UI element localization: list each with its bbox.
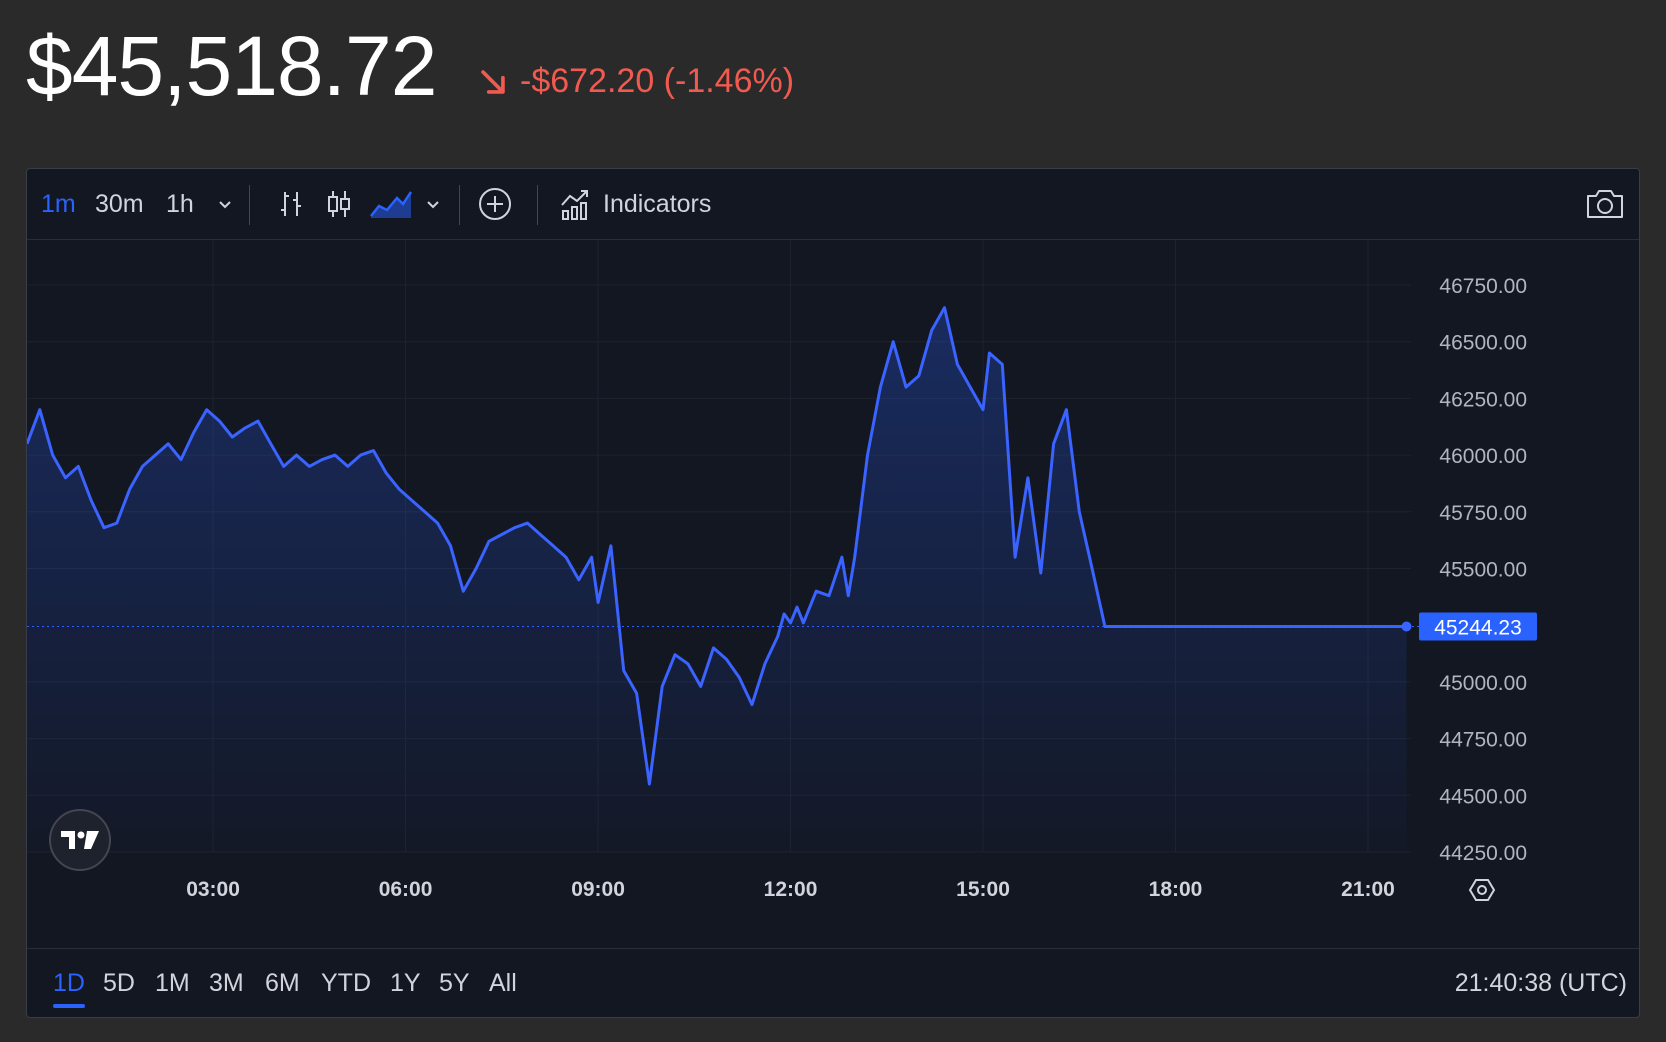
y-tick-label: 46750.00 — [1439, 275, 1527, 298]
price-change-text: -$672.20 (-1.46%) — [520, 62, 795, 100]
toolbar-divider — [537, 185, 538, 225]
range-all[interactable]: All — [489, 969, 517, 997]
range-5y[interactable]: 5Y — [439, 969, 470, 997]
chart-toolbar: 1m 30m 1h Indicators — [27, 169, 1639, 240]
interval-dropdown[interactable] — [215, 169, 235, 239]
add-circle-icon — [479, 188, 511, 220]
y-tick-label: 44750.00 — [1439, 729, 1527, 752]
interval-30m[interactable]: 30m — [95, 189, 144, 218]
arrow-down-right-icon — [481, 69, 505, 94]
tradingview-logo[interactable] — [49, 809, 111, 871]
y-tick-label: 45750.00 — [1439, 502, 1527, 525]
y-tick-label: 46250.00 — [1439, 388, 1527, 411]
axis-settings-icon[interactable] — [1468, 879, 1496, 901]
chevron-down-icon — [219, 201, 231, 209]
chart-panel: 1m 30m 1h Indicators 46750.00 46500.0 — [26, 168, 1640, 1018]
range-1d[interactable]: 1D — [53, 949, 85, 1017]
candlestick-icon — [328, 191, 350, 217]
range-6m[interactable]: 6M — [265, 969, 300, 997]
y-tick-label: 44500.00 — [1439, 785, 1527, 808]
range-bar: 1D 5D 1M 3M 6M YTD 1Y 5Y All 21:40:38 (U… — [27, 948, 1639, 1017]
range-3m[interactable]: 3M — [209, 969, 244, 997]
screenshot-button[interactable] — [1585, 169, 1625, 239]
chevron-down-icon — [427, 201, 439, 209]
last-price-label-bg — [1419, 612, 1537, 641]
x-tick-label: 21:00 — [1341, 878, 1395, 901]
interval-1h[interactable]: 1h — [166, 189, 194, 218]
x-tick-label: 06:00 — [379, 878, 433, 901]
last-price-label: 45244.23 — [1434, 617, 1522, 640]
camera-icon — [1587, 190, 1623, 218]
y-tick-label: 46500.00 — [1439, 332, 1527, 355]
indicators-button[interactable]: Indicators — [559, 169, 711, 239]
utc-clock: 21:40:38 (UTC) — [1454, 969, 1627, 997]
toolbar-divider — [249, 185, 250, 225]
area-chart-button[interactable] — [369, 169, 413, 239]
range-5d[interactable]: 5D — [103, 969, 135, 997]
range-1m[interactable]: 1M — [155, 969, 190, 997]
range-ytd[interactable]: YTD — [321, 969, 371, 997]
y-tick-label: 45000.00 — [1439, 672, 1527, 695]
range-1y[interactable]: 1Y — [390, 969, 421, 997]
bar-chart-button[interactable] — [275, 169, 307, 239]
last-price-dot — [1401, 621, 1412, 632]
x-tick-label: 12:00 — [764, 878, 818, 901]
indicators-icon — [561, 190, 588, 220]
y-tick-label: 45500.00 — [1439, 559, 1527, 582]
tradingview-logo-icon — [61, 831, 99, 849]
price-value: $45,518.72 — [26, 19, 437, 113]
area-chart-icon — [370, 191, 413, 218]
chart-type-dropdown[interactable] — [423, 169, 443, 239]
price-chart[interactable]: 46750.00 46500.00 46250.00 46000.00 45750.00… — [27, 240, 1639, 948]
x-tick-label: 09:00 — [571, 878, 625, 901]
y-tick-label: 46000.00 — [1439, 445, 1527, 468]
compare-button[interactable] — [477, 169, 513, 239]
toolbar-divider — [459, 185, 460, 225]
x-tick-label: 18:00 — [1149, 878, 1203, 901]
price-change: -$672.20 (-1.46%) — [476, 62, 794, 101]
y-tick-label: 44250.00 — [1439, 842, 1527, 865]
bar-chart-icon — [281, 192, 301, 216]
candlestick-button[interactable] — [323, 169, 355, 239]
indicators-label: Indicators — [603, 189, 712, 218]
x-tick-label: 15:00 — [956, 878, 1010, 901]
price-area-fill — [27, 307, 1407, 852]
x-tick-label: 03:00 — [186, 878, 240, 901]
interval-1m[interactable]: 1m — [41, 189, 76, 218]
